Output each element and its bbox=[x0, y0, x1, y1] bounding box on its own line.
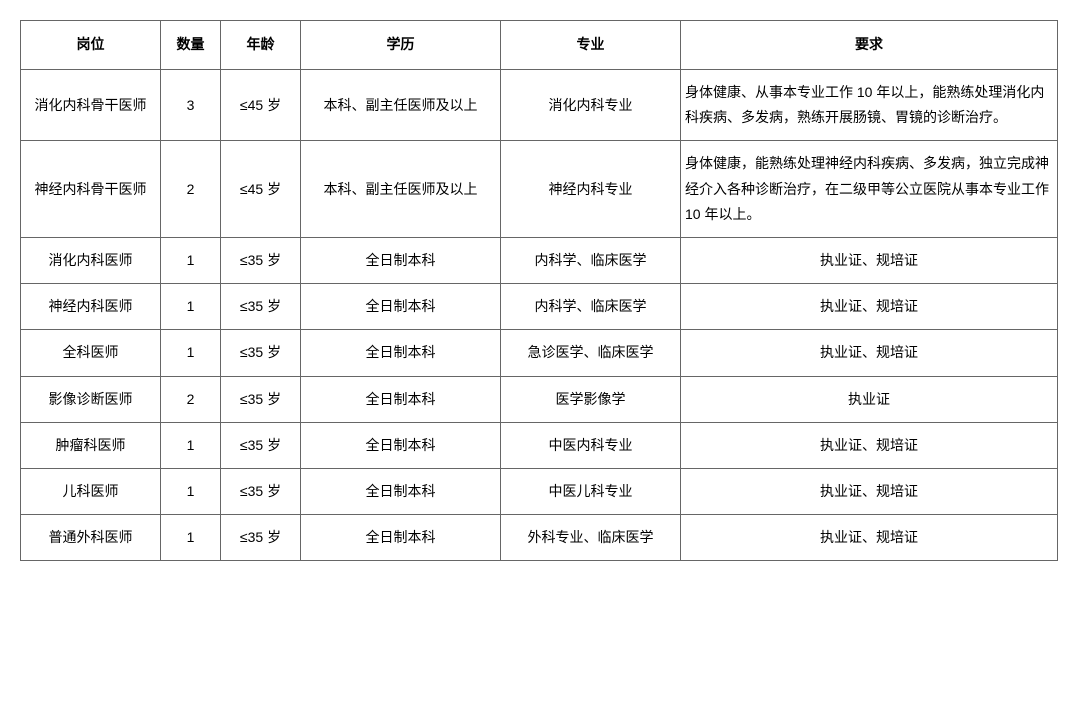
cell-req: 执业证、规培证 bbox=[681, 284, 1058, 330]
cell-qty: 1 bbox=[161, 330, 221, 376]
col-header-edu: 学历 bbox=[301, 21, 501, 70]
cell-req: 执业证、规培证 bbox=[681, 422, 1058, 468]
cell-qty: 3 bbox=[161, 70, 221, 141]
cell-req: 身体健康，能熟练处理神经内科疾病、多发病，独立完成神经介入各种诊断治疗，在二级甲… bbox=[681, 141, 1058, 238]
cell-position: 消化内科骨干医师 bbox=[21, 70, 161, 141]
cell-edu: 本科、副主任医师及以上 bbox=[301, 141, 501, 238]
cell-edu: 全日制本科 bbox=[301, 237, 501, 283]
cell-age: ≤45 岁 bbox=[221, 141, 301, 238]
cell-major: 中医内科专业 bbox=[501, 422, 681, 468]
cell-req: 执业证、规培证 bbox=[681, 237, 1058, 283]
table-row: 肿瘤科医师1≤35 岁全日制本科中医内科专业执业证、规培证 bbox=[21, 422, 1058, 468]
cell-major: 医学影像学 bbox=[501, 376, 681, 422]
cell-position: 神经内科医师 bbox=[21, 284, 161, 330]
table-header-row: 岗位 数量 年龄 学历 专业 要求 bbox=[21, 21, 1058, 70]
cell-age: ≤35 岁 bbox=[221, 515, 301, 561]
cell-qty: 1 bbox=[161, 237, 221, 283]
cell-position: 消化内科医师 bbox=[21, 237, 161, 283]
cell-qty: 1 bbox=[161, 284, 221, 330]
col-header-position: 岗位 bbox=[21, 21, 161, 70]
cell-major: 外科专业、临床医学 bbox=[501, 515, 681, 561]
cell-qty: 2 bbox=[161, 141, 221, 238]
cell-edu: 全日制本科 bbox=[301, 376, 501, 422]
col-header-age: 年龄 bbox=[221, 21, 301, 70]
cell-edu: 全日制本科 bbox=[301, 422, 501, 468]
cell-major: 消化内科专业 bbox=[501, 70, 681, 141]
col-header-major: 专业 bbox=[501, 21, 681, 70]
table-row: 消化内科医师1≤35 岁全日制本科内科学、临床医学执业证、规培证 bbox=[21, 237, 1058, 283]
cell-position: 全科医师 bbox=[21, 330, 161, 376]
cell-edu: 本科、副主任医师及以上 bbox=[301, 70, 501, 141]
cell-age: ≤35 岁 bbox=[221, 284, 301, 330]
table-row: 儿科医师1≤35 岁全日制本科中医儿科专业执业证、规培证 bbox=[21, 468, 1058, 514]
table-row: 普通外科医师1≤35 岁全日制本科外科专业、临床医学执业证、规培证 bbox=[21, 515, 1058, 561]
cell-qty: 1 bbox=[161, 468, 221, 514]
cell-position: 肿瘤科医师 bbox=[21, 422, 161, 468]
table-row: 神经内科骨干医师2≤45 岁本科、副主任医师及以上神经内科专业身体健康，能熟练处… bbox=[21, 141, 1058, 238]
cell-req: 执业证、规培证 bbox=[681, 515, 1058, 561]
cell-age: ≤35 岁 bbox=[221, 330, 301, 376]
table-row: 神经内科医师1≤35 岁全日制本科内科学、临床医学执业证、规培证 bbox=[21, 284, 1058, 330]
cell-major: 内科学、临床医学 bbox=[501, 237, 681, 283]
cell-qty: 1 bbox=[161, 515, 221, 561]
cell-qty: 2 bbox=[161, 376, 221, 422]
cell-age: ≤35 岁 bbox=[221, 422, 301, 468]
cell-req: 身体健康、从事本专业工作 10 年以上，能熟练处理消化内科疾病、多发病，熟练开展… bbox=[681, 70, 1058, 141]
cell-age: ≤35 岁 bbox=[221, 376, 301, 422]
cell-req: 执业证、规培证 bbox=[681, 330, 1058, 376]
cell-qty: 1 bbox=[161, 422, 221, 468]
cell-req: 执业证 bbox=[681, 376, 1058, 422]
cell-age: ≤35 岁 bbox=[221, 237, 301, 283]
table-body: 消化内科骨干医师3≤45 岁本科、副主任医师及以上消化内科专业身体健康、从事本专… bbox=[21, 70, 1058, 561]
cell-edu: 全日制本科 bbox=[301, 515, 501, 561]
col-header-qty: 数量 bbox=[161, 21, 221, 70]
recruitment-table: 岗位 数量 年龄 学历 专业 要求 消化内科骨干医师3≤45 岁本科、副主任医师… bbox=[20, 20, 1058, 561]
cell-position: 神经内科骨干医师 bbox=[21, 141, 161, 238]
cell-position: 影像诊断医师 bbox=[21, 376, 161, 422]
cell-position: 普通外科医师 bbox=[21, 515, 161, 561]
cell-age: ≤45 岁 bbox=[221, 70, 301, 141]
cell-age: ≤35 岁 bbox=[221, 468, 301, 514]
cell-edu: 全日制本科 bbox=[301, 468, 501, 514]
cell-major: 急诊医学、临床医学 bbox=[501, 330, 681, 376]
cell-edu: 全日制本科 bbox=[301, 330, 501, 376]
cell-position: 儿科医师 bbox=[21, 468, 161, 514]
cell-major: 神经内科专业 bbox=[501, 141, 681, 238]
cell-req: 执业证、规培证 bbox=[681, 468, 1058, 514]
cell-edu: 全日制本科 bbox=[301, 284, 501, 330]
cell-major: 中医儿科专业 bbox=[501, 468, 681, 514]
table-row: 全科医师1≤35 岁全日制本科急诊医学、临床医学执业证、规培证 bbox=[21, 330, 1058, 376]
col-header-req: 要求 bbox=[681, 21, 1058, 70]
table-row: 影像诊断医师2≤35 岁全日制本科医学影像学执业证 bbox=[21, 376, 1058, 422]
cell-major: 内科学、临床医学 bbox=[501, 284, 681, 330]
table-row: 消化内科骨干医师3≤45 岁本科、副主任医师及以上消化内科专业身体健康、从事本专… bbox=[21, 70, 1058, 141]
